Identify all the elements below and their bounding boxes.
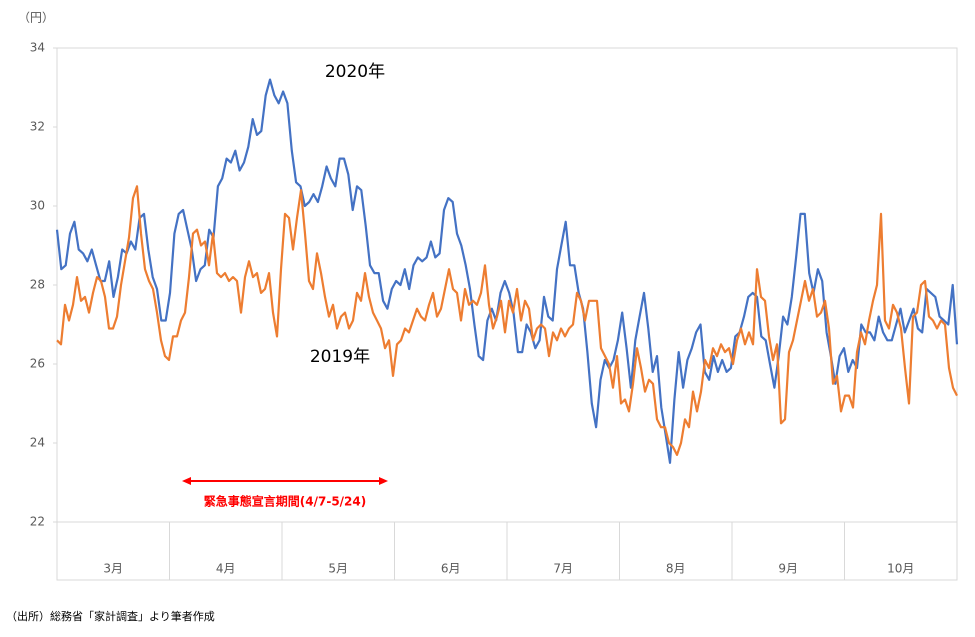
y-tick-label: 22 — [30, 515, 45, 529]
x-tick-label: 9月 — [778, 562, 798, 576]
period-label: 緊急事態宣言期間(4/7-5/24) — [204, 494, 366, 509]
x-tick-label: 5月 — [328, 562, 348, 576]
x-tick-label: 3月 — [103, 562, 123, 576]
y-tick-label: 34 — [30, 41, 45, 55]
x-tick-label: 7月 — [553, 562, 573, 576]
series-line — [56, 185, 958, 456]
x-tick-label: 6月 — [441, 562, 461, 576]
series-label: 2019年 — [310, 347, 370, 367]
y-tick-label: 30 — [30, 199, 45, 213]
x-tick-label: 8月 — [666, 562, 686, 576]
series-label: 2020年 — [325, 62, 385, 82]
y-tick-label: 32 — [30, 120, 45, 134]
y-tick-label: 28 — [30, 278, 45, 292]
series-line — [55, 78, 959, 464]
y-tick-label: 24 — [30, 436, 45, 450]
x-tick-label: 4月 — [216, 562, 236, 576]
source-note: （出所）総務省「家計調査」より筆者作成 — [6, 609, 215, 623]
y-tick-label: 26 — [30, 357, 45, 371]
x-tick-label: 10月 — [887, 562, 914, 576]
y-unit: （円） — [18, 11, 54, 25]
arrow-head — [379, 477, 388, 485]
arrow-head — [182, 477, 191, 485]
